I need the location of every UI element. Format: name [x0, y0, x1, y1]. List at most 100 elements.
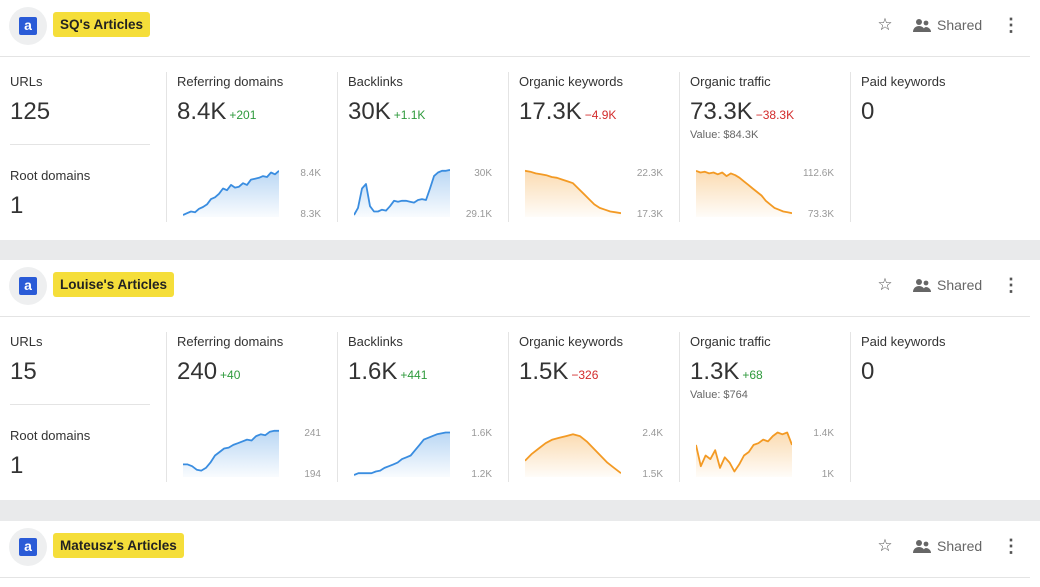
- metric-label: Paid keywords: [861, 74, 946, 89]
- urls-column: URLs 15 Root domains 1: [0, 332, 166, 482]
- metric-organic-traffic: Organic traffic 73.3K −38.3K Value: $84.3…: [679, 72, 850, 222]
- metric-organic-traffic: Organic traffic 1.3K +68 Value: $764 1.4K…: [679, 332, 850, 482]
- metric-value-row: 73.3K −38.3K: [690, 98, 794, 126]
- sparkline-chart[interactable]: [696, 427, 792, 477]
- project-title[interactable]: Mateusz's Articles: [53, 533, 184, 558]
- column-divider: [10, 144, 150, 145]
- sparkline-chart[interactable]: [183, 167, 279, 217]
- metric-delta: +441: [400, 368, 428, 382]
- sparkline-min: 17.3K: [636, 209, 663, 220]
- sparkline-chart[interactable]: [354, 167, 450, 217]
- metric-value[interactable]: 1.5K: [519, 358, 569, 385]
- header-divider: [0, 577, 1030, 578]
- project-avatar[interactable]: a: [9, 528, 47, 566]
- metric-value[interactable]: 73.3K: [690, 98, 753, 125]
- sparkline-min: 29.1K: [465, 209, 492, 220]
- metric-value[interactable]: 1.3K: [690, 358, 740, 385]
- sparkline-max: 30K: [474, 168, 492, 179]
- sparkline-area: [525, 434, 621, 477]
- metric-value[interactable]: 17.3K: [519, 98, 582, 125]
- star-icon[interactable]: ☆: [877, 15, 893, 34]
- sparkline-min: 1.2K: [471, 469, 492, 480]
- sparkline-area: [696, 432, 792, 477]
- metric-value[interactable]: 240: [177, 358, 218, 385]
- sparkline-min: 1K: [821, 469, 834, 480]
- sparkline-line: [525, 169, 621, 215]
- root-domains-value[interactable]: 1: [10, 452, 24, 479]
- metric-delta: −38.3K: [755, 108, 795, 122]
- star-icon[interactable]: ☆: [877, 536, 893, 555]
- more-menu-icon[interactable]: ⋮: [1002, 536, 1020, 556]
- sparkline-chart[interactable]: [525, 427, 621, 477]
- people-icon: [913, 540, 931, 553]
- metric-backlinks: Backlinks 30K +1.1K 30K 29.1K: [337, 72, 508, 222]
- metric-label: Organic keywords: [519, 334, 624, 349]
- project-avatar[interactable]: a: [9, 7, 47, 45]
- project-header: a SQ's Articles ☆ Shared ⋮: [0, 0, 1040, 56]
- sparkline-chart[interactable]: [696, 167, 792, 217]
- metric-value[interactable]: 8.4K: [177, 98, 227, 125]
- project-header: a Mateusz's Articles ☆ Shared ⋮: [0, 521, 1040, 577]
- ahrefs-logo-icon: a: [19, 277, 37, 295]
- metric-value-row: 1.6K +441: [348, 358, 427, 386]
- sparkline-area: [354, 432, 450, 477]
- traffic-value: Value: $84.3K: [690, 129, 759, 141]
- project-card: a Mateusz's Articles ☆ Shared ⋮: [0, 521, 1040, 587]
- sparkline-area: [354, 169, 450, 217]
- sparkline-line: [525, 433, 621, 474]
- metric-delta: −4.9K: [584, 108, 617, 122]
- metric-value-row: 30K +1.1K: [348, 98, 425, 126]
- shared-button[interactable]: Shared: [913, 275, 982, 295]
- shared-button[interactable]: Shared: [913, 15, 982, 35]
- metric-value[interactable]: 0: [861, 358, 875, 385]
- metric-label: Organic keywords: [519, 74, 624, 89]
- ahrefs-logo-icon: a: [19, 538, 37, 556]
- metric-delta: −326: [571, 368, 599, 382]
- metric-label: Organic traffic: [690, 334, 771, 349]
- metric-value-row: 17.3K −4.9K: [519, 98, 616, 126]
- project-title[interactable]: SQ's Articles: [53, 12, 150, 37]
- metric-referring-domains: Referring domains 240 +40 241 194: [166, 332, 337, 482]
- sparkline-line: [183, 429, 279, 472]
- urls-value[interactable]: 125: [10, 98, 51, 125]
- sparkline-chart[interactable]: [525, 167, 621, 217]
- people-icon: [913, 279, 931, 292]
- project-title[interactable]: Louise's Articles: [53, 272, 174, 297]
- header-divider: [0, 316, 1030, 317]
- sparkline-max: 8.4K: [300, 168, 321, 179]
- sparkline-max: 1.6K: [471, 428, 492, 439]
- sparkline-max: 241: [304, 428, 321, 439]
- urls-value[interactable]: 15: [10, 358, 37, 385]
- shared-button[interactable]: Shared: [913, 536, 982, 556]
- metric-delta: +68: [742, 368, 763, 382]
- sparkline-line: [354, 431, 450, 476]
- sparkline-chart[interactable]: [354, 427, 450, 477]
- urls-label: URLs: [10, 74, 43, 89]
- metric-label: Paid keywords: [861, 334, 946, 349]
- root-domains-label: Root domains: [10, 428, 91, 443]
- sparkline-min: 8.3K: [300, 209, 321, 220]
- star-icon[interactable]: ☆: [877, 275, 893, 294]
- header-divider: [0, 56, 1030, 57]
- metric-value[interactable]: 30K: [348, 98, 391, 125]
- metric-label: Referring domains: [177, 74, 284, 89]
- metric-paid-keywords: Paid keywords 0: [850, 72, 1030, 222]
- root-domains-value[interactable]: 1: [10, 192, 24, 219]
- sparkline-line: [183, 170, 279, 216]
- metric-value-row: 240 +40: [177, 358, 240, 386]
- metric-backlinks: Backlinks 1.6K +441 1.6K 1.2K: [337, 332, 508, 482]
- more-menu-icon[interactable]: ⋮: [1002, 275, 1020, 295]
- metric-delta: +1.1K: [393, 108, 426, 122]
- metric-paid-keywords: Paid keywords 0: [850, 332, 1030, 482]
- metric-delta: +201: [229, 108, 257, 122]
- project-header: a Louise's Articles ☆ Shared ⋮: [0, 260, 1040, 316]
- sparkline-min: 73.3K: [807, 209, 834, 220]
- sparkline-max: 22.3K: [636, 168, 663, 179]
- more-menu-icon[interactable]: ⋮: [1002, 15, 1020, 35]
- metric-value[interactable]: 1.6K: [348, 358, 398, 385]
- sparkline-chart[interactable]: [183, 427, 279, 477]
- metric-value-row: 1.5K −326: [519, 358, 598, 386]
- metric-value-row: 8.4K +201: [177, 98, 256, 126]
- metric-value[interactable]: 0: [861, 98, 875, 125]
- project-avatar[interactable]: a: [9, 267, 47, 305]
